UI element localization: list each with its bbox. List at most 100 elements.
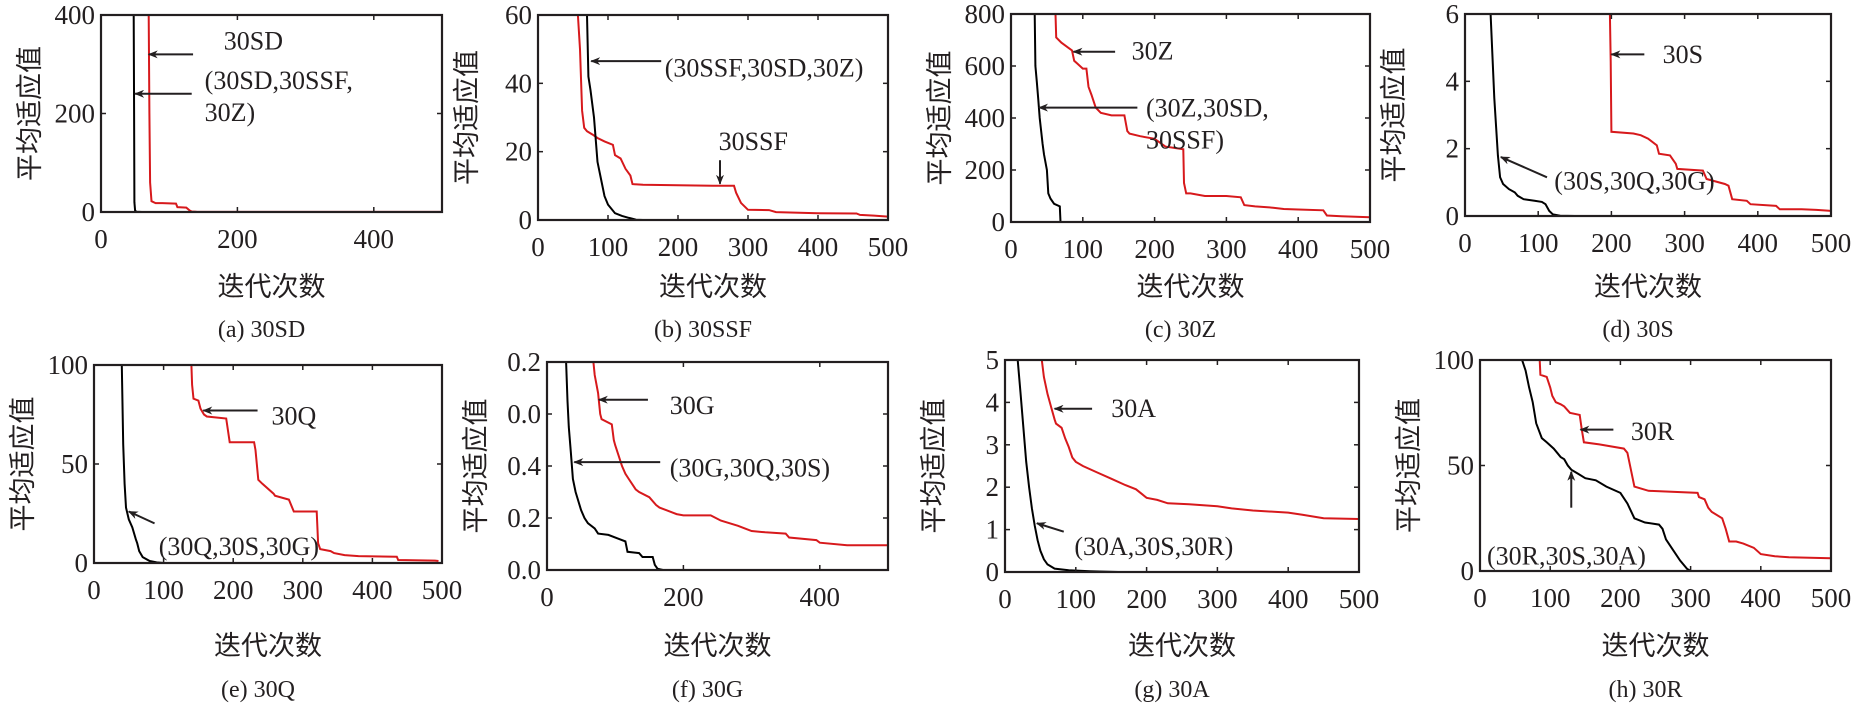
x-tick-label: 200 [213,575,254,605]
y-tick-label: 4 [1446,66,1460,96]
panel-caption: (d) 30S [1602,317,1673,343]
y-tick-label: 0 [986,557,1000,587]
annotation-label: (30S,30Q,30G) [1554,167,1714,196]
series-line-baseline [1040,360,1359,520]
x-tick-label: 0 [1473,583,1487,613]
annotation-label: 30G [670,391,715,420]
x-tick-label: 0 [1004,234,1018,264]
y-tick-label: 600 [965,51,1006,81]
x-tick-label: 300 [1197,584,1238,614]
y-axis-label: 平均适应值 [1394,398,1424,533]
y-tick-label: 100 [1434,345,1475,375]
y-axis-label: 平均适应值 [452,50,482,185]
annotation-arrow [127,510,155,525]
panel-d: 0 100 200 300 400 500 0 2 4 6 迭代次数 平均适应值 (d) 30S 30S (… [1379,0,1851,343]
plot-frame [1463,12,1833,218]
y-tick-label: 0 [75,548,89,578]
x-tick-label: 0 [94,224,108,254]
y-tick-label: 0.2 [507,503,541,533]
panel-caption: (e) 30Q [221,677,295,703]
annotation-label: (30G,30Q,30S) [670,453,830,482]
annotation-label: 30Q [271,401,316,430]
annotation-label: 30Z) [205,98,256,127]
x-tick-label: 500 [1339,584,1380,614]
series-line-proposed [586,15,888,220]
x-axis-label: 迭代次数 [1128,631,1236,661]
x-tick-label: 400 [354,224,395,254]
y-tick-label: 200 [965,155,1006,185]
y-axis-label: 平均适应值 [1379,48,1409,183]
y-tick-label: 400 [965,103,1006,133]
x-tick-label: 200 [658,232,699,262]
y-tick-label: 400 [55,0,96,30]
y-tick-label: 2 [1446,134,1460,164]
x-axis-label: 迭代次数 [1594,272,1702,302]
y-tick-label: 0.2 [507,347,541,377]
annotation-label: (30Z,30SD, [1146,94,1269,123]
series-line-proposed [565,362,888,570]
x-tick-label: 0 [998,584,1012,614]
annotation-label: 30Z [1132,37,1174,66]
x-tick-label: 400 [1268,584,1309,614]
x-tick-label: 100 [1063,234,1104,264]
y-tick-label: 0 [519,205,533,235]
x-axis-label: 迭代次数 [1137,272,1245,302]
x-tick-label: 300 [728,232,769,262]
x-tick-label: 400 [1278,234,1319,264]
x-tick-label: 400 [1741,583,1782,613]
annotation-label: 30R [1631,417,1675,446]
x-tick-label: 200 [1591,228,1632,258]
x-tick-label: 500 [1811,583,1852,613]
annotation-label: 30SSF) [1146,126,1224,155]
y-axis-label: 平均适应值 [925,51,955,186]
x-tick-label: 500 [422,575,463,605]
y-tick-label: 3 [986,430,1000,460]
y-tick-label: 4 [986,387,1000,417]
x-tick-label: 300 [1670,583,1711,613]
x-tick-label: 300 [283,575,324,605]
y-tick-label: 800 [965,0,1006,29]
y-tick-label: 200 [55,99,96,129]
y-tick-label: 40 [505,68,532,98]
plot-frame [1003,358,1361,574]
annotation-label: (30SSF,30SD,30Z) [665,54,864,83]
y-tick-label: 60 [505,0,532,30]
panel-caption: (c) 30Z [1145,317,1216,343]
x-tick-label: 200 [663,582,704,612]
annotation-label: 30SD [224,26,283,55]
x-axis-label: 迭代次数 [218,272,326,302]
annotation-label: (30Q,30S,30G) [159,532,319,561]
y-tick-label: 50 [1447,451,1474,481]
x-tick-label: 100 [143,575,184,605]
annotation-arrow [1499,156,1548,179]
annotation-label: (30A,30S,30R) [1074,532,1233,561]
x-tick-label: 200 [1126,584,1167,614]
x-tick-label: 500 [1350,234,1391,264]
y-tick-label: 6 [1446,0,1460,29]
x-tick-label: 0 [1458,228,1472,258]
y-tick-label: 20 [505,137,532,167]
y-tick-label: 0.4 [507,451,541,481]
y-tick-label: 0 [82,197,96,227]
annotation-label: 30SSF [719,127,788,156]
annotation-label: 30S [1663,40,1703,69]
x-tick-label: 200 [217,224,258,254]
series-line-proposed [132,15,442,212]
y-tick-label: 0.0 [507,555,541,585]
annotation-label: (30R,30S,30A) [1487,542,1646,571]
panel-caption: (h) 30R [1609,677,1683,703]
panel-caption: (f) 30G [672,677,743,703]
x-tick-label: 400 [798,232,839,262]
panel-h: 0 100 200 300 400 500 0 50 100 迭代次数 平均适应值 (h) 30R 30… [1394,345,1851,703]
annotation-arrow [1035,522,1065,533]
x-tick-label: 400 [352,575,393,605]
x-axis-label: 迭代次数 [659,272,767,302]
y-axis-label: 平均适应值 [15,46,45,181]
panel-a: 0 200 400 0 200 400 迭代次数 平均适应值 (a) 30SD 30SD (30SD… [15,0,444,343]
series-line-baseline [1538,360,1831,560]
panel-f: 0 200 400 0.0 0.2 0.4 0.0 0.2 迭代次数 平均适应值 (f) 30G 30… [461,347,890,703]
series-line-baseline [592,362,888,547]
x-tick-label: 0 [531,232,545,262]
